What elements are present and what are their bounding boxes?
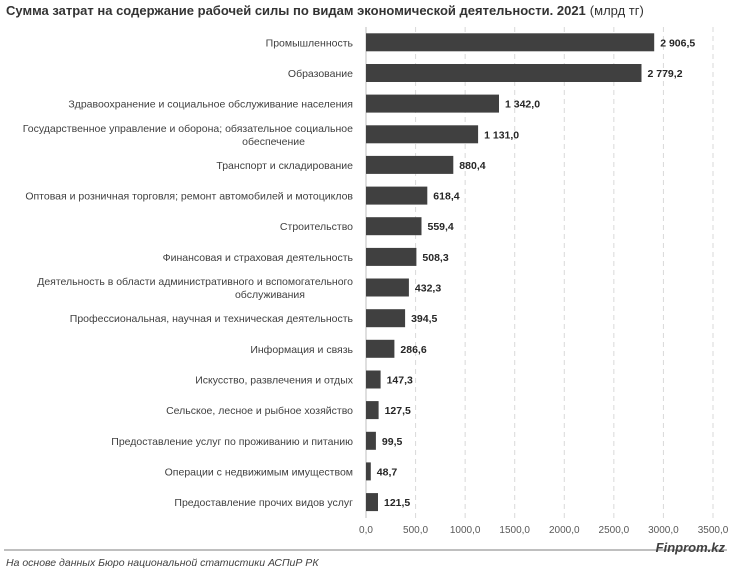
bar	[366, 309, 406, 328]
category-label: Информация и связь	[250, 344, 353, 356]
data-label: 2 779,2	[648, 68, 683, 80]
category-label: Государственное управление и оборона; об…	[23, 123, 353, 148]
category-label: Строительство	[280, 221, 353, 233]
data-label: 1 342,0	[505, 99, 540, 111]
chart-title-unit: (млрд тг)	[590, 3, 644, 18]
data-label: 394,5	[411, 313, 437, 325]
x-tick-label: 3000,0	[648, 525, 679, 536]
category-label: Операции с недвижимым имуществом	[165, 466, 353, 478]
category-label: Транспорт и складирование	[216, 160, 353, 172]
data-label: 286,6	[400, 344, 426, 356]
footer-brand: Finprom.kz	[656, 540, 726, 555]
bar	[366, 217, 422, 236]
category-label: Деятельность в области административного…	[37, 276, 353, 301]
bar	[366, 125, 479, 144]
x-tick-label: 3500,0	[698, 525, 729, 536]
category-label: Промышленность	[266, 37, 354, 49]
bar-layer	[366, 33, 655, 512]
category-label: Здравоохранение и социальное обслуживани…	[68, 99, 353, 111]
chart-title: Сумма затрат на содержание рабочей силы …	[6, 3, 644, 18]
x-tick-label: 1500,0	[499, 525, 530, 536]
data-label: 559,4	[428, 221, 454, 233]
category-label: Финансовая и страховая деятельность	[163, 252, 354, 264]
category-label: Искусство, развлечения и отдых	[195, 375, 354, 387]
bar	[366, 339, 395, 358]
chart-title-main: Сумма затрат на содержание рабочей силы …	[6, 3, 586, 18]
x-tick-label: 1000,0	[450, 525, 481, 536]
data-label: 880,4	[459, 160, 485, 172]
category-label: Сельское, лесное и рыбное хозяйство	[166, 405, 353, 417]
data-label: 121,5	[384, 497, 410, 509]
data-label: 147,3	[387, 375, 413, 387]
data-label: 618,4	[433, 191, 459, 203]
footer-source: На основе данных Бюро национальной стати…	[6, 557, 319, 569]
x-tick-label: 2000,0	[549, 525, 580, 536]
bar	[366, 186, 428, 205]
data-label: 48,7	[377, 466, 398, 478]
category-label: Предоставление услуг по проживанию и пит…	[111, 436, 353, 448]
x-tick-label: 2500,0	[599, 525, 630, 536]
data-label: 2 906,5	[660, 37, 695, 49]
x-tick-label: 500,0	[403, 525, 428, 536]
bar	[366, 33, 655, 52]
bar	[366, 462, 371, 481]
x-tick-label: 0,0	[359, 525, 373, 536]
bar	[366, 431, 376, 450]
label-layer: 2 906,5 Промышленность 2 779,2 Образование 1…	[23, 37, 696, 509]
bar	[366, 493, 378, 512]
data-label: 127,5	[385, 405, 411, 417]
bar	[366, 64, 642, 82]
data-label: 1 131,0	[484, 129, 519, 141]
bar	[366, 247, 417, 266]
tick-layer: 0,0 500,0 1000,0 1500,0 2000,0 2500,0 3000,0 35…	[359, 525, 729, 536]
bar	[366, 278, 409, 297]
category-label: Оптовая и розничная торговля; ремонт авт…	[25, 191, 353, 203]
bar	[366, 370, 381, 389]
data-label: 99,5	[382, 436, 403, 448]
bar	[366, 401, 379, 420]
data-label: 432,3	[415, 283, 441, 295]
bar	[366, 94, 499, 113]
bar	[366, 155, 454, 174]
category-label: Предоставление прочих видов услуг	[174, 497, 353, 509]
data-label: 508,3	[422, 252, 448, 264]
category-label: Профессиональная, научная и техническая …	[70, 313, 354, 325]
category-label: Образование	[288, 68, 353, 80]
